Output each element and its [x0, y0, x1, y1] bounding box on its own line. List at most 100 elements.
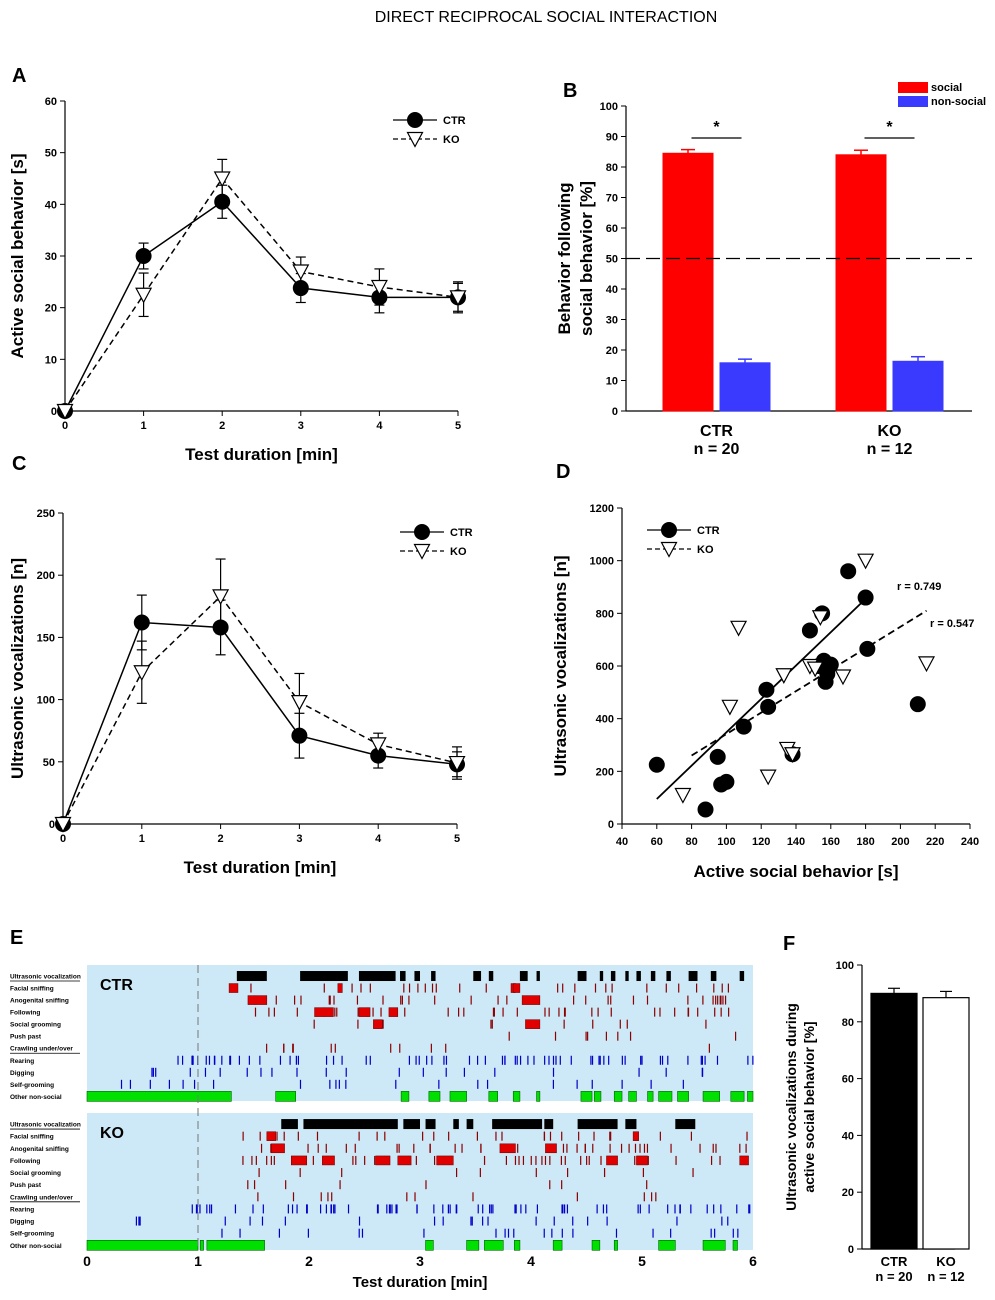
row-label: Social grooming	[10, 1170, 61, 1177]
y-tick-label: 0	[608, 819, 614, 831]
y-tick-label: 80	[842, 1017, 854, 1029]
panel-label: C	[12, 453, 26, 475]
y-tick-label: 0	[848, 1244, 854, 1256]
row-label: Push past	[10, 1034, 42, 1041]
legend-label: non-social	[931, 96, 986, 108]
row-label: Ultrasonic vocalization	[10, 1122, 81, 1129]
legend-marker	[407, 112, 423, 128]
behavior-block	[290, 1155, 308, 1166]
data-point-ko	[54, 816, 72, 833]
row-label: Following	[10, 1010, 40, 1017]
n-label: n = 20	[875, 1269, 912, 1284]
row-label: Ultrasonic vocalization	[10, 974, 81, 981]
behavior-block	[271, 1143, 285, 1154]
series-line-ctr	[64, 200, 458, 412]
n-label: n = 12	[867, 441, 913, 458]
legend-label: KO	[697, 544, 714, 556]
y-tick-label: 20	[45, 303, 57, 315]
legend-label: CTR	[450, 527, 473, 539]
usv-bar	[599, 971, 604, 982]
data-point-ctr	[212, 619, 229, 636]
y-tick-label: 30	[45, 251, 57, 263]
row-label: Crawling under/over	[10, 1046, 73, 1053]
data-point-ctr	[135, 248, 152, 264]
data-point-ko	[369, 737, 387, 754]
usv-bar	[625, 971, 629, 982]
y-tick-label: 20	[606, 345, 618, 357]
y-tick-label: 400	[596, 714, 614, 726]
usv-bar	[303, 1119, 398, 1130]
behavior-block	[375, 1155, 391, 1166]
y-tick-label: 50	[43, 757, 55, 769]
usv-bar	[473, 971, 482, 982]
other-nonsocial-bar	[747, 1091, 754, 1102]
behavior-block	[606, 1155, 618, 1166]
data-point-ko	[370, 279, 388, 296]
significance-star: *	[713, 119, 720, 136]
legend-label: KO	[443, 134, 460, 146]
row-label: Push past	[10, 1182, 42, 1189]
behavior-block	[322, 1155, 335, 1166]
scatter-point-ctr	[859, 640, 876, 657]
x-tick-label: 100	[717, 836, 735, 848]
usv-bar	[610, 971, 616, 982]
y-tick-label: 0	[51, 406, 57, 418]
y-axis-label: Ultrasonic vocalizations [n]	[551, 555, 570, 776]
y-tick-label: 600	[596, 661, 614, 673]
x-tick-label: 4	[376, 420, 383, 432]
x-tick-label: 220	[926, 836, 944, 848]
category-label: KO	[936, 1254, 956, 1269]
y-tick-label: 50	[606, 254, 618, 266]
y-tick-label: 90	[606, 132, 618, 144]
panel-label: A	[12, 65, 26, 87]
behavior-block	[266, 1131, 276, 1141]
regression-line-ko	[691, 609, 927, 757]
usv-bar	[281, 1119, 298, 1130]
x-tick-label: 2	[305, 1253, 313, 1269]
scatter-point-ctr	[648, 756, 665, 773]
scatter-point-ko	[784, 747, 802, 763]
x-tick-label: 4	[375, 833, 382, 845]
x-tick-label: 3	[298, 420, 304, 432]
row-label: Other non-social	[10, 1243, 62, 1250]
other-nonsocial-bar	[428, 1091, 441, 1102]
y-tick-label: 10	[606, 376, 618, 388]
row-label: Self-grooming	[10, 1082, 54, 1089]
y-axis-label-line2: social behavior [%]	[577, 181, 596, 336]
y-tick-label: 100	[37, 695, 55, 707]
row-label: Following	[10, 1158, 40, 1165]
panel-label: B	[563, 80, 577, 102]
scatter-point-ctr	[709, 748, 726, 765]
scatter-point-ctr	[760, 698, 777, 715]
other-nonsocial-bar	[591, 1240, 601, 1251]
bar-ctr-social	[662, 152, 714, 412]
row-label: Social grooming	[10, 1022, 61, 1029]
scatter-point-ko	[857, 553, 875, 570]
usv-bar	[636, 971, 641, 982]
data-point-ko	[290, 694, 308, 711]
y-tick-label: 0	[49, 819, 55, 831]
other-nonsocial-bar	[593, 1091, 602, 1102]
x-tick-label: 160	[822, 836, 840, 848]
other-nonsocial-bar	[425, 1240, 434, 1251]
series-line-ctr	[62, 621, 458, 825]
y-tick-label: 40	[45, 199, 57, 211]
usv-bar	[519, 971, 528, 982]
scatter-point-ctr	[840, 563, 857, 580]
x-tick-label: 80	[685, 836, 697, 848]
scatter-point-ko	[806, 661, 824, 678]
usv-bar	[453, 1119, 459, 1130]
panel-c: C 0 50 100 150 200 250 0 1 2 3 4 5 Test duration [min…	[8, 453, 473, 877]
y-tick-label: 50	[45, 148, 57, 160]
bar-ko	[922, 997, 970, 1250]
raster-group-ctr: Ultrasonic vocalization Facial sniffing An…	[10, 965, 754, 1102]
other-nonsocial-bar	[647, 1091, 654, 1102]
scatter-point-ctr	[758, 681, 775, 698]
behavior-block	[373, 1019, 383, 1029]
x-tick-label: 3	[296, 833, 302, 845]
behavior-block	[388, 1007, 399, 1017]
y-tick-label: 10	[45, 354, 57, 366]
behavior-block	[436, 1155, 454, 1166]
y-tick-label: 0	[612, 406, 618, 418]
bar-ko-social	[835, 154, 887, 412]
